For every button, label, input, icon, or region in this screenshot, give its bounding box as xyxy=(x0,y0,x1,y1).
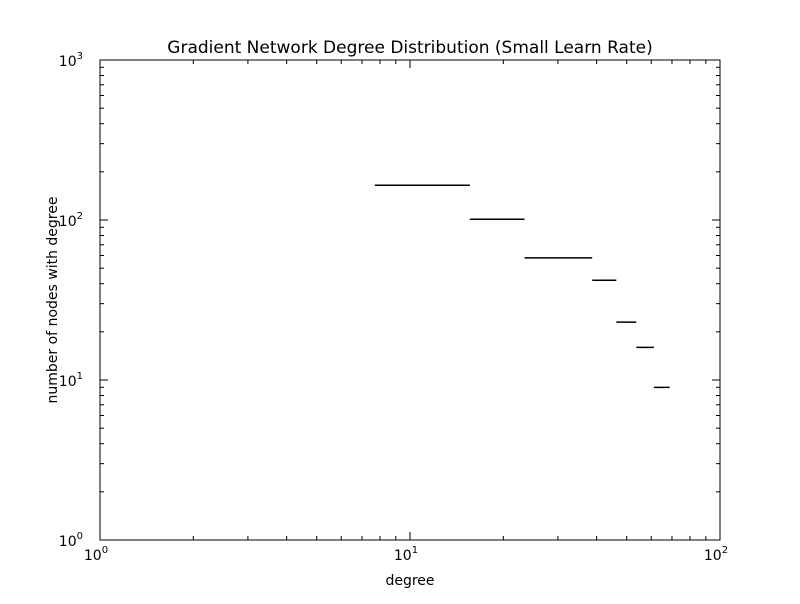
ticks xyxy=(99,59,721,541)
x-tick-label: 100 xyxy=(84,545,108,564)
chart-title: Gradient Network Degree Distribution (Sm… xyxy=(167,38,652,58)
y-tick-label: 102 xyxy=(59,211,83,230)
y-tick-label: 103 xyxy=(59,51,83,70)
x-tick-label: 102 xyxy=(704,545,728,564)
tick-labels: 100 101 102 100 101 102 103 xyxy=(59,51,728,564)
x-axis-label: degree xyxy=(385,573,434,589)
y-tick-label: 100 xyxy=(59,531,83,550)
plot-area xyxy=(99,59,721,541)
y-tick-label: 101 xyxy=(59,371,83,390)
data-series xyxy=(374,184,670,389)
x-tick-label: 101 xyxy=(394,545,418,564)
y-axis-label: number of nodes with degree xyxy=(45,197,61,404)
